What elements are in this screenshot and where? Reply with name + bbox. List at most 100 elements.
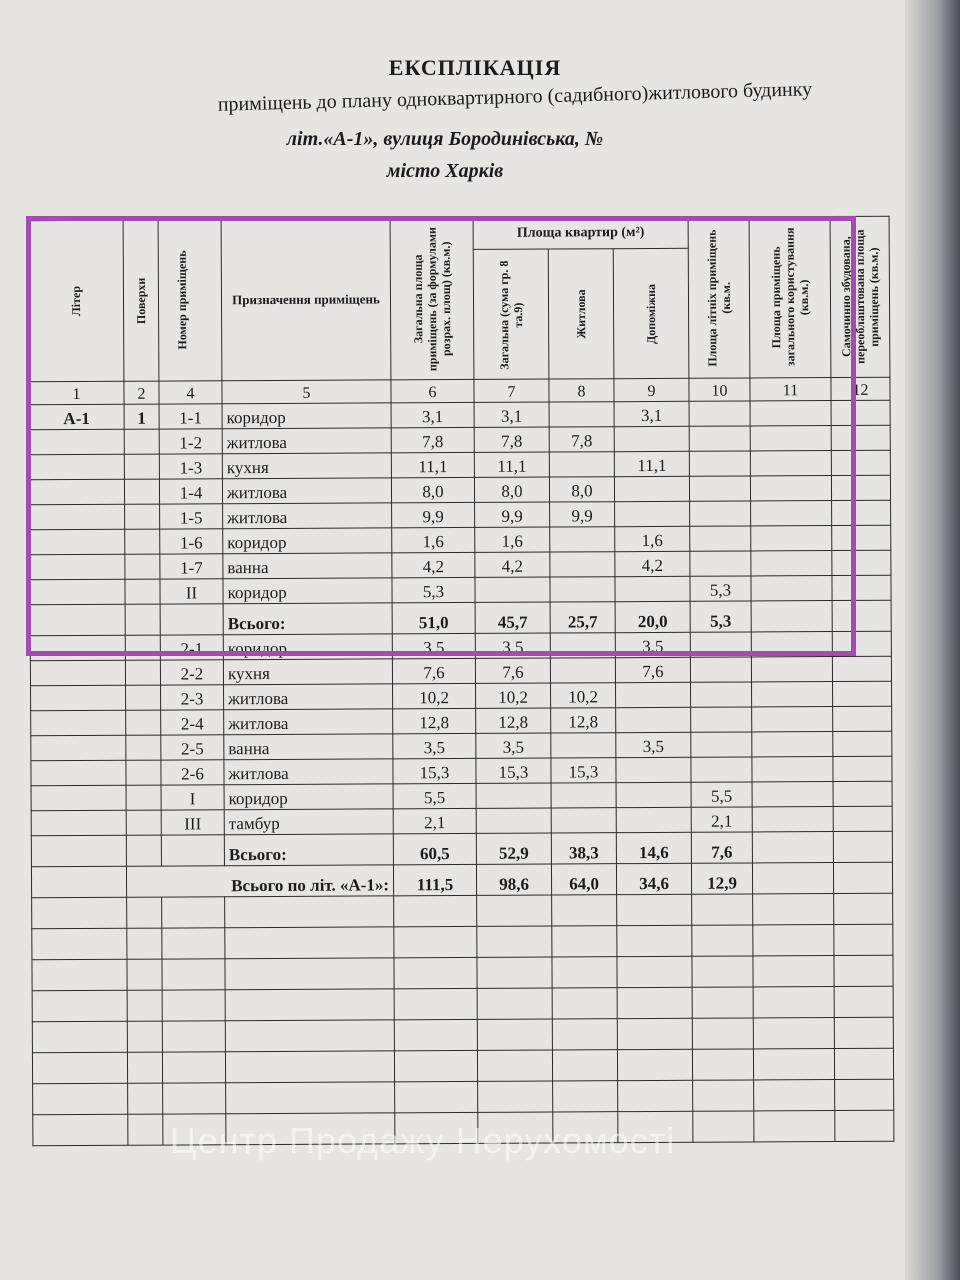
cell-empty xyxy=(752,955,835,987)
paper-edge xyxy=(905,0,960,1280)
cell-living xyxy=(549,401,615,428)
cell-empty xyxy=(833,893,893,925)
cell-total: 11,1 xyxy=(391,452,475,478)
cell-apt: 1,6 xyxy=(474,527,550,553)
cell-empty xyxy=(31,928,127,960)
cell-liter xyxy=(30,760,127,786)
cell-empty xyxy=(750,475,832,501)
cell-empty xyxy=(224,895,394,928)
column-number: 11 xyxy=(749,377,832,401)
cell-purpose: коридор xyxy=(222,577,393,604)
cell-floor xyxy=(125,735,161,761)
cell-living: 7,8 xyxy=(549,426,615,453)
header-floors: Поверхи xyxy=(123,220,159,382)
cell-purpose: житлова xyxy=(223,758,394,785)
cell-empty xyxy=(393,895,477,927)
cell-num: 1-2 xyxy=(159,428,223,455)
cell-floor xyxy=(124,579,161,605)
cell-empty xyxy=(834,1079,894,1111)
cell-summer: 5,3 xyxy=(689,575,752,602)
header-room-number: Номер приміщень xyxy=(158,219,222,382)
total-row: Всього: 51,0 45,7 25,7 20,0 5,3 xyxy=(30,600,892,636)
cell-empty xyxy=(394,1019,478,1051)
cell-empty xyxy=(831,400,891,426)
cell-empty xyxy=(753,1079,835,1111)
cell-empty xyxy=(753,986,835,1018)
header-common-area: Площа приміщень загального користування … xyxy=(749,216,831,378)
cell-living xyxy=(550,732,616,759)
cell-empty xyxy=(752,924,834,956)
header-auxiliary: Допоміжна xyxy=(613,248,689,379)
cell-summer xyxy=(689,475,751,502)
cell-empty xyxy=(31,897,127,929)
cell-empty xyxy=(127,1083,163,1115)
cell-empty xyxy=(831,450,891,476)
cell-empty xyxy=(833,806,893,832)
cell-summer: 12,9 xyxy=(691,862,753,895)
cell-empty xyxy=(834,1110,894,1142)
cell-aux: 3,5 xyxy=(615,632,691,658)
cell-summer xyxy=(690,731,752,758)
cell-apt xyxy=(476,808,552,834)
cell-empty xyxy=(834,1048,894,1080)
header-living: Житлова xyxy=(548,248,614,380)
cell-apt: 10,2 xyxy=(475,683,551,709)
cell-total: 9,9 xyxy=(391,502,475,528)
cell-num: 1-3 xyxy=(159,453,223,480)
cell-liter xyxy=(29,504,125,530)
total-row: Всього по літ. «А-1»: 111,5 98,6 64,0 34,6 12… xyxy=(31,862,893,898)
cell-summer xyxy=(690,756,753,783)
cell-total: 3,5 xyxy=(392,633,476,659)
column-number: 8 xyxy=(548,378,615,403)
cell-aux: 3,5 xyxy=(615,732,691,758)
cell-liter xyxy=(29,529,125,555)
cell-total: 7,6 xyxy=(392,658,476,684)
cell-num: III xyxy=(161,809,225,836)
cell-empty xyxy=(750,500,832,526)
cell-empty xyxy=(753,1048,835,1080)
cell-empty xyxy=(224,957,395,990)
cell-empty xyxy=(552,1080,618,1113)
cell-empty xyxy=(833,831,893,863)
cell-empty xyxy=(127,1052,163,1084)
cell-num: 2-1 xyxy=(160,634,224,661)
cell-empty xyxy=(832,706,892,732)
cell-living xyxy=(550,632,616,659)
cell-empty xyxy=(551,894,617,927)
cell-liter xyxy=(30,660,126,686)
cell-empty xyxy=(831,475,891,501)
cell-num xyxy=(160,603,224,636)
cell-empty xyxy=(752,862,834,894)
document-page xyxy=(0,0,930,1280)
cell-empty xyxy=(616,925,692,957)
cell-living xyxy=(551,807,617,834)
cell-aux xyxy=(615,707,691,733)
empty-row xyxy=(32,986,894,1022)
cell-empty xyxy=(832,631,892,657)
cell-empty xyxy=(832,656,892,682)
cell-empty xyxy=(692,986,754,1019)
cell-floor xyxy=(124,429,160,455)
cell-purpose: житлова xyxy=(222,477,392,504)
cell-apt: 12,8 xyxy=(475,708,551,734)
cell-living: 8,0 xyxy=(549,476,615,503)
empty-row xyxy=(31,924,893,960)
cell-apt: 7,8 xyxy=(474,427,550,453)
header-apt-total: Загальна (сума гр. 8 та.9) xyxy=(473,249,549,380)
cell-apt: 9,9 xyxy=(474,502,550,528)
cell-empty xyxy=(393,926,477,958)
cell-empty xyxy=(126,928,162,960)
cell-num: 2-6 xyxy=(160,759,225,786)
cell-liter xyxy=(30,635,126,661)
cell-summer xyxy=(690,706,752,733)
cell-empty xyxy=(750,575,833,601)
cell-empty xyxy=(476,926,552,958)
cell-num: 1-6 xyxy=(159,528,223,555)
cell-summer: 7,6 xyxy=(691,831,753,864)
cell-floor xyxy=(126,810,162,836)
cell-empty xyxy=(31,866,127,898)
column-number: 10 xyxy=(688,377,751,402)
cell-empty xyxy=(551,956,618,989)
cell-summer: 5,3 xyxy=(690,600,752,633)
cell-living xyxy=(549,551,615,578)
